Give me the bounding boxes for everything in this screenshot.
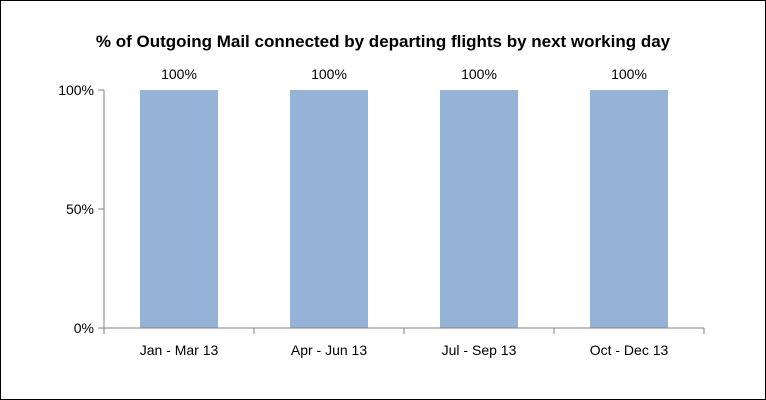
x-tick-label: Jan - Mar 13 bbox=[140, 342, 219, 358]
y-tick-label: 0% bbox=[74, 320, 94, 336]
x-tick-label: Jul - Sep 13 bbox=[442, 342, 517, 358]
data-label: 100% bbox=[161, 66, 197, 82]
y-tick-label: 50% bbox=[66, 201, 94, 217]
bar bbox=[440, 90, 518, 328]
bar bbox=[140, 90, 218, 328]
y-tick-label: 100% bbox=[58, 82, 94, 98]
data-label: 100% bbox=[311, 66, 347, 82]
chart-title: % of Outgoing Mail connected by departin… bbox=[95, 32, 671, 51]
bar bbox=[590, 90, 668, 328]
x-tick-label: Oct - Dec 13 bbox=[590, 342, 669, 358]
data-label: 100% bbox=[611, 66, 647, 82]
x-tick-label: Apr - Jun 13 bbox=[291, 342, 367, 358]
bar bbox=[290, 90, 368, 328]
data-label: 100% bbox=[461, 66, 497, 82]
